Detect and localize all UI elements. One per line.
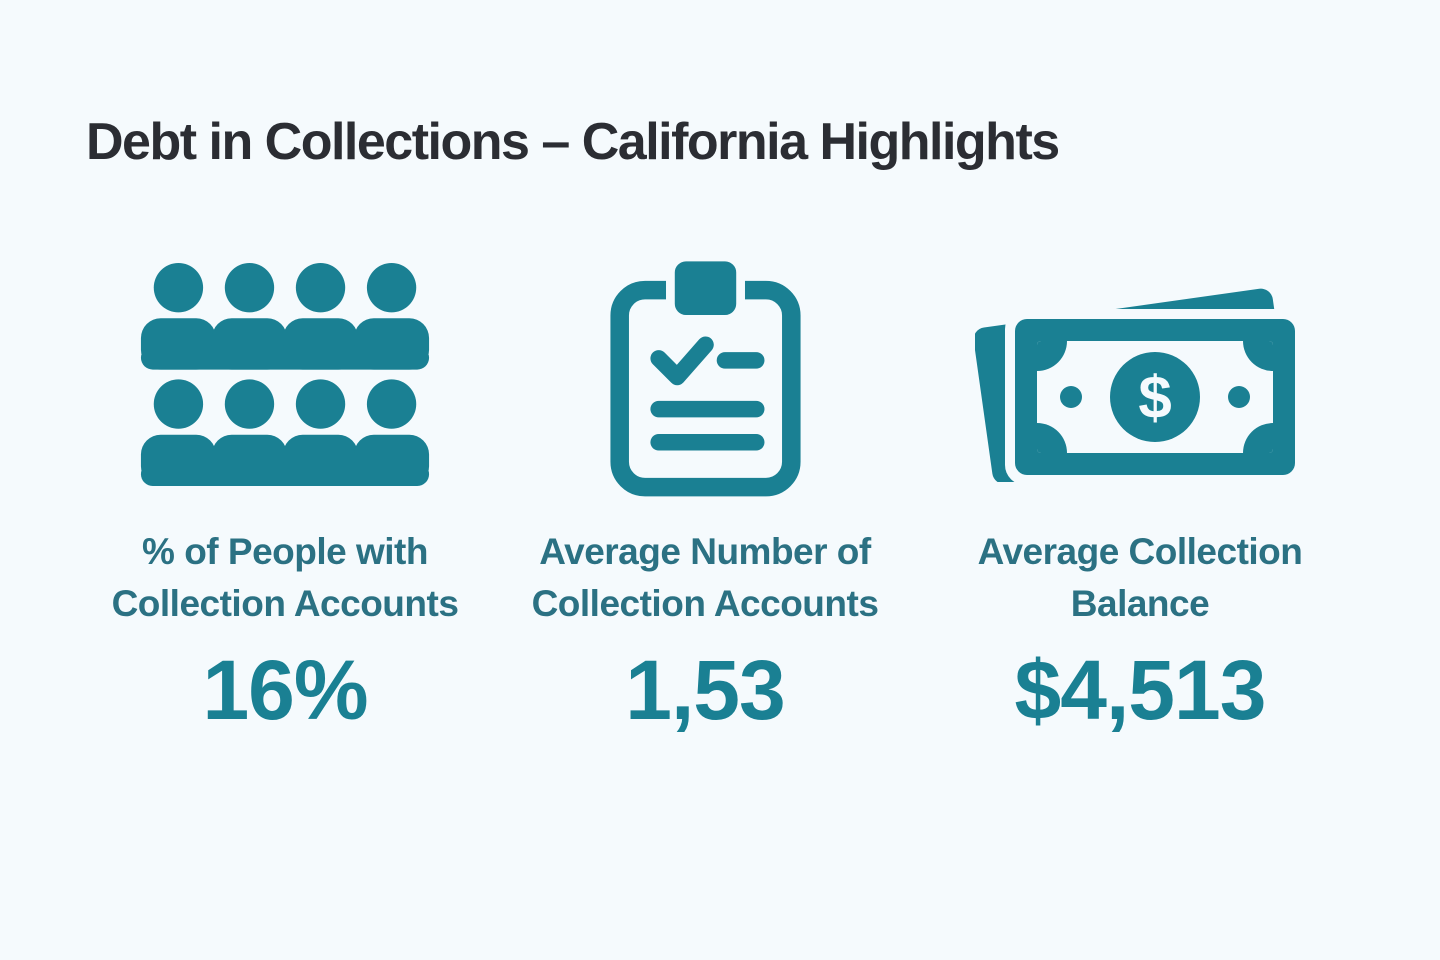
money-bills-icon: $ bbox=[925, 244, 1355, 504]
stat-value: 1,53 bbox=[625, 643, 786, 737]
stat-label: % of People with Collection Accounts bbox=[111, 531, 459, 624]
page-title: Debt in Collections – California Highlig… bbox=[86, 113, 1060, 171]
stat-label: Average Collection Balance bbox=[977, 531, 1303, 624]
dollar-sign-glyph: $ bbox=[1138, 364, 1171, 431]
stat-value: $4,513 bbox=[1014, 643, 1267, 737]
clipboard-checklist-icon bbox=[485, 244, 925, 504]
stat-avg-accounts: Average Number of Collection Accounts 1,… bbox=[485, 244, 925, 736]
people-group-icon bbox=[85, 244, 485, 504]
stat-avg-balance: $ Average Collection Balance $4,513 bbox=[925, 244, 1355, 736]
stat-value: 16% bbox=[202, 643, 368, 737]
stat-percent-people: % of People with Collection Accounts 16% bbox=[85, 244, 485, 736]
stat-label: Average Number of Collection Accounts bbox=[531, 531, 879, 624]
stats-row: % of People with Collection Accounts 16%… bbox=[85, 244, 1355, 736]
